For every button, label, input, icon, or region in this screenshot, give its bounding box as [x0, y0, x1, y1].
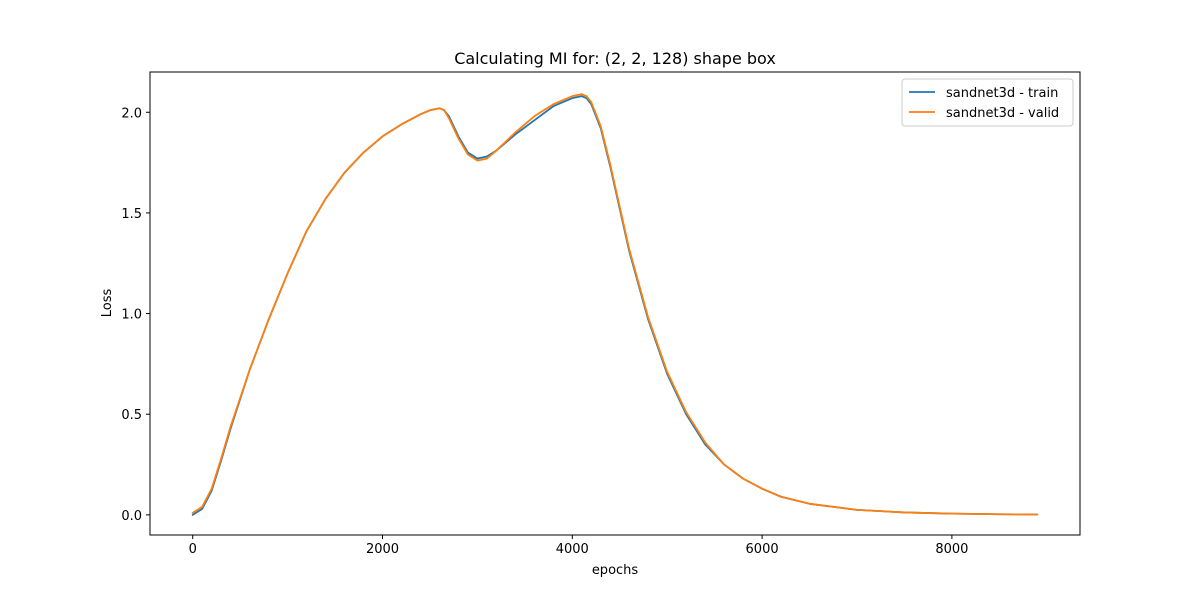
x-tick-label: 6000	[746, 542, 779, 557]
legend: sandnet3d - train sandnet3d - valid	[901, 78, 1074, 127]
y-tick-label: 1.5	[121, 207, 142, 222]
axes-frame	[149, 71, 1081, 536]
y-tick-label: 2.0	[121, 106, 142, 121]
chart-title: Calculating MI for: (2, 2, 128) shape bo…	[454, 49, 776, 68]
y-axis-label: Loss	[100, 289, 115, 318]
x-axis-ticks: 0 2000 4000 6000 8000	[189, 535, 968, 557]
legend-box	[901, 78, 1074, 127]
x-tick-label: 2000	[366, 542, 399, 557]
legend-entry-label: sandnet3d - train	[946, 86, 1058, 101]
x-tick-label: 4000	[556, 542, 589, 557]
x-axis-label: epochs	[592, 563, 639, 578]
y-tick-label: 0.5	[121, 408, 142, 423]
x-tick-label: 0	[189, 542, 197, 557]
y-tick-label: 1.0	[121, 308, 142, 323]
series-line-valid	[191, 93, 1039, 516]
plot-area	[191, 93, 1039, 516]
y-tick-label: 0.0	[121, 509, 142, 524]
legend-entry-label: sandnet3d - valid	[946, 106, 1059, 121]
y-axis-ticks: 0.0 0.5 1.0 1.5 2.0	[121, 106, 150, 524]
x-tick-label: 8000	[935, 542, 968, 557]
